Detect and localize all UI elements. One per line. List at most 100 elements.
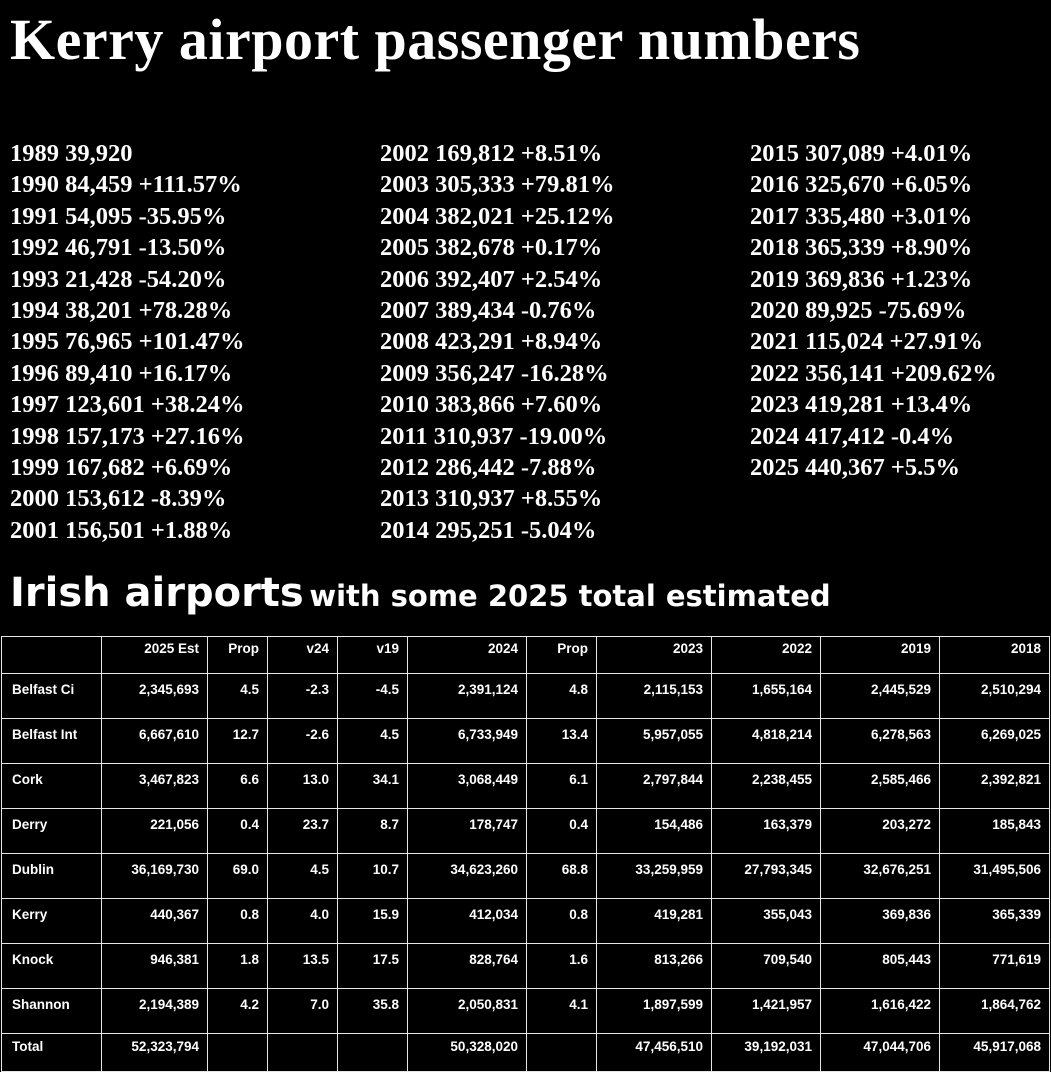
table-cell (526, 1033, 597, 1072)
table-cell: 805,443 (820, 943, 940, 989)
table-cell (207, 1033, 268, 1072)
year-entry: 2013 310,937 +8.55% (380, 485, 603, 513)
table-cell: 6.1 (526, 763, 597, 809)
table-cell: 33,259,959 (596, 853, 712, 899)
table-cell: 34.1 (337, 763, 408, 809)
table-heading-rest: with some 2025 total estimated (309, 579, 831, 613)
table-cell: 6,278,563 (820, 718, 940, 764)
table-cell: 163,379 (711, 808, 821, 854)
year-entry: 1992 46,791 -13.50% (10, 234, 227, 262)
table-cell: 2,115,153 (596, 673, 712, 719)
table-cell: 2,510,294 (939, 673, 1050, 719)
table-row: Kerry 440,367 0.8 4.0 15.9 412,034 0.8 419,281 3… (1, 898, 1050, 944)
year-entry: 2004 382,021 +25.12% (380, 202, 615, 230)
table-cell: 2,585,466 (820, 763, 940, 809)
table-cell: 203,272 (820, 808, 940, 854)
table-cell: 32,676,251 (820, 853, 940, 899)
table-cell: 369,836 (820, 898, 940, 944)
table-row: Knock 946,381 1.8 13.5 17.5 828,764 1.6 813,266… (1, 943, 1050, 989)
table-cell: 4.0 (267, 898, 338, 944)
table-cell: 365,339 (939, 898, 1050, 944)
table-cell: 1.6 (526, 943, 597, 989)
year-entry: 1993 21,428 -54.20% (10, 265, 227, 293)
table-cell: 3,068,449 (407, 763, 527, 809)
table-cell: 68.8 (526, 853, 597, 899)
table-cell: 771,619 (939, 943, 1050, 989)
table-body: Belfast Ci 2,345,693 4.5 -2.3 -4.5 2,391,124 4… (1, 673, 1050, 1072)
airports-table: 2025 Est Prop v24 v19 2024 Prop 2023 2022 2019 20… (1, 636, 1050, 1072)
year-entry: 2014 295,251 -5.04% (380, 516, 597, 544)
table-cell: 0.4 (526, 808, 597, 854)
table-row: Derry 221,056 0.4 23.7 8.7 178,747 0.4 154,486 1… (1, 808, 1050, 854)
table-cell: 0.8 (207, 898, 268, 944)
year-entry: 2008 423,291 +8.94% (380, 328, 603, 356)
table-cell: 1,421,957 (711, 988, 821, 1034)
year-entry: 2011 310,937 -19.00% (380, 422, 608, 450)
column-header: 2018 (939, 636, 1050, 674)
table-cell: 34,623,260 (407, 853, 527, 899)
year-entry: 2000 153,612 -8.39% (10, 485, 227, 513)
table-cell: 419,281 (596, 898, 712, 944)
table-cell: 15.9 (337, 898, 408, 944)
table-cell: 10.7 (337, 853, 408, 899)
table-cell: 52,323,794 (101, 1033, 208, 1072)
column-header: 2024 (407, 636, 527, 674)
table-cell: 1.8 (207, 943, 268, 989)
column-header: v19 (337, 636, 408, 674)
table-cell: 2,238,455 (711, 763, 821, 809)
table-cell: 2,391,124 (407, 673, 527, 719)
table-row: Total 52,323,794 50,328,020 47,456,510 39,19… (1, 1033, 1050, 1072)
airport-name: Knock (1, 943, 102, 989)
column-header: Prop (526, 636, 597, 674)
table-heading-main: Irish airports (10, 570, 304, 616)
column-header: Prop (207, 636, 268, 674)
table-cell: 154,486 (596, 808, 712, 854)
table-cell: 0.4 (207, 808, 268, 854)
table-cell: 50,328,020 (407, 1033, 527, 1072)
table-cell: 4.8 (526, 673, 597, 719)
table-cell: -4.5 (337, 673, 408, 719)
year-entry: 2012 286,442 -7.88% (380, 453, 597, 481)
table-cell: 412,034 (407, 898, 527, 944)
table-cell: -2.3 (267, 673, 338, 719)
table-cell: 2,050,831 (407, 988, 527, 1034)
table-cell: 17.5 (337, 943, 408, 989)
table-cell: 1,616,422 (820, 988, 940, 1034)
table-cell: 13.5 (267, 943, 338, 989)
column-header: 2019 (820, 636, 940, 674)
table-cell: 69.0 (207, 853, 268, 899)
table-row: Belfast Ci 2,345,693 4.5 -2.3 -4.5 2,391,124 4… (1, 673, 1050, 719)
table-cell: 221,056 (101, 808, 208, 854)
year-entry: 2015 307,089 +4.01% (750, 140, 973, 167)
table-cell: 47,456,510 (596, 1033, 712, 1072)
table-cell: 36,169,730 (101, 853, 208, 899)
table-cell: 946,381 (101, 943, 208, 989)
table-cell: 6,733,949 (407, 718, 527, 764)
table-cell: 2,445,529 (820, 673, 940, 719)
table-cell: 6,667,610 (101, 718, 208, 764)
year-entry: 1989 39,920 (10, 140, 133, 167)
table-row: Shannon 2,194,389 4.2 7.0 35.8 2,050,831 4.1 1,… (1, 988, 1050, 1034)
table-cell: 5,957,055 (596, 718, 712, 764)
year-entry: 2007 389,434 -0.76% (380, 296, 597, 324)
year-entry: 2006 392,407 +2.54% (380, 265, 603, 293)
year-entry: 1991 54,095 -35.95% (10, 202, 227, 230)
table-cell: 8.7 (337, 808, 408, 854)
table-cell: 4.2 (207, 988, 268, 1034)
table-cell: 2,392,821 (939, 763, 1050, 809)
table-cell: 6,269,025 (939, 718, 1050, 764)
year-entry: 1990 84,459 +111.57% (10, 171, 242, 199)
year-entry: 1997 123,601 +38.24% (10, 391, 245, 419)
table-cell: 185,843 (939, 808, 1050, 854)
year-entry: 2017 335,480 +3.01% (750, 202, 973, 230)
table-row: Cork 3,467,823 6.6 13.0 34.1 3,068,449 6.1 2,79… (1, 763, 1050, 809)
year-column-2: 2002 169,812 +8.51% 2003 305,333 +79.81% 2… (380, 138, 614, 546)
year-entry: 2003 305,333 +79.81% (380, 171, 615, 199)
year-entry: 1996 89,410 +16.17% (10, 359, 233, 387)
airport-name: Shannon (1, 988, 102, 1034)
year-entry: 2025 440,367 +5.5% (750, 453, 960, 481)
table-cell: 35.8 (337, 988, 408, 1034)
airport-name: Belfast Int (1, 718, 102, 764)
table-cell: 813,266 (596, 943, 712, 989)
table-cell: 45,917,068 (939, 1033, 1050, 1072)
